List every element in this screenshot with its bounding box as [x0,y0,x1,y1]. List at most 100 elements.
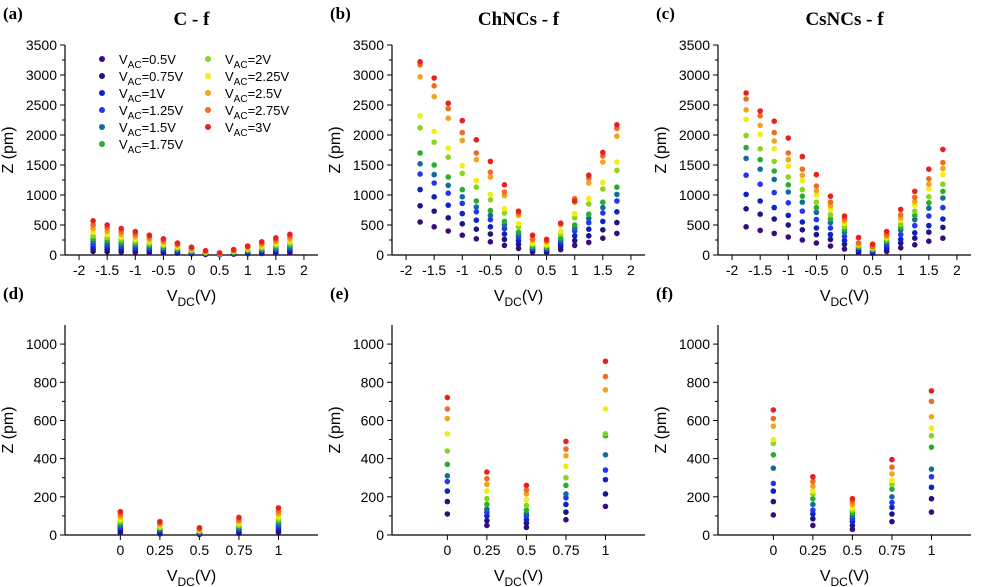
data-point [743,172,749,178]
data-point [585,211,592,217]
data-point [444,511,451,517]
data-point [771,204,778,211]
x-axis-label-sub: DC [831,575,849,587]
data-point [484,501,490,508]
legend-label-value: =3V [248,120,272,135]
data-point [770,512,777,518]
data-point [473,236,480,242]
legend-label-main: V [119,52,128,67]
data-point [614,122,620,128]
data-point [757,166,763,172]
data-point [473,226,480,232]
data-point [417,186,423,193]
y-axis-label: Z (pm) [0,406,17,453]
data-point [743,224,749,230]
data-point [926,181,932,187]
data-point [602,452,609,458]
data-point [911,194,918,201]
x-axis-label: VDC(V) [167,288,216,309]
data-point [487,239,494,245]
data-point [444,431,451,437]
data-point [585,180,592,186]
data-point [810,495,816,502]
data-point [911,212,918,219]
data-point [473,209,480,215]
data-point [487,169,494,175]
data-point [523,496,530,503]
data-point [515,245,522,252]
data-point [928,495,935,502]
data-point [855,234,862,241]
data-point [445,154,452,160]
x-tick-label: -1.5 [95,262,119,278]
data-point [417,171,423,177]
data-point [459,162,466,169]
data-point [523,502,530,509]
data-point [940,224,946,231]
data-point [459,200,466,207]
data-point [146,232,153,238]
y-tick-label: 3500 [679,37,710,53]
data-point [484,495,490,502]
data-point [196,524,203,531]
data-point [431,93,437,100]
x-axis-label: VDC(V) [820,288,869,309]
data-point [90,222,96,228]
data-point [911,188,918,195]
data-point [600,159,606,165]
x-axis-label-unit: (V) [848,288,869,305]
data-point [445,115,452,121]
data-point [487,216,494,223]
data-point [940,195,946,201]
data-point [757,211,763,217]
data-point [926,176,932,182]
legend-label-sub: AC [128,145,142,156]
legend: VAC=0.5VVAC=0.75VVAC=1VVAC=1.25VVAC=1.5V… [99,52,289,156]
legend-label: VAC=2.75V [225,103,289,122]
panel-title: C - f [174,9,211,30]
data-point [799,177,806,184]
data-point [799,227,806,233]
y-axis-label: Z (pm) [653,126,670,173]
data-point [810,473,816,480]
data-point [785,182,792,188]
data-point [926,222,932,229]
data-point [459,137,466,144]
panel-letter: (b) [330,4,351,23]
data-point [614,167,620,174]
y-tick-label: 1500 [26,157,57,173]
x-tick-label: 0 [841,262,849,278]
legend-label-sub: AC [234,77,248,88]
x-axis-label-unit: (V) [195,288,216,305]
data-point [743,191,749,198]
legend-label: VAC=0.75V [119,69,183,88]
x-tick-label: 2 [300,262,308,278]
x-axis-label-unit: (V) [195,568,216,585]
legend-label-sub: AC [234,111,248,122]
y-tick-label: 0 [702,527,710,543]
data-point [473,204,480,210]
data-point [771,176,778,183]
data-point [484,488,490,494]
legend-label-main: V [119,69,128,84]
legend-marker [205,56,211,62]
data-point [928,473,935,480]
x-tick-label: 0.5 [210,262,230,278]
panel-letter: (d) [3,284,24,303]
data-point [770,480,777,487]
data-point [799,166,806,172]
data-point [614,133,620,139]
x-tick-label: 0 [116,542,124,558]
data-point [785,150,792,156]
x-tick-label: 0.25 [799,542,826,558]
data-point [600,210,606,216]
data-point [897,245,904,251]
legend-label-value: =2.25V [248,69,290,84]
data-point [926,213,932,219]
data-point [563,446,569,452]
x-tick-label: 1.5 [919,262,939,278]
y-tick-label: 3000 [353,67,384,83]
data-point [614,209,620,215]
data-point [771,158,778,165]
data-point [417,74,423,80]
